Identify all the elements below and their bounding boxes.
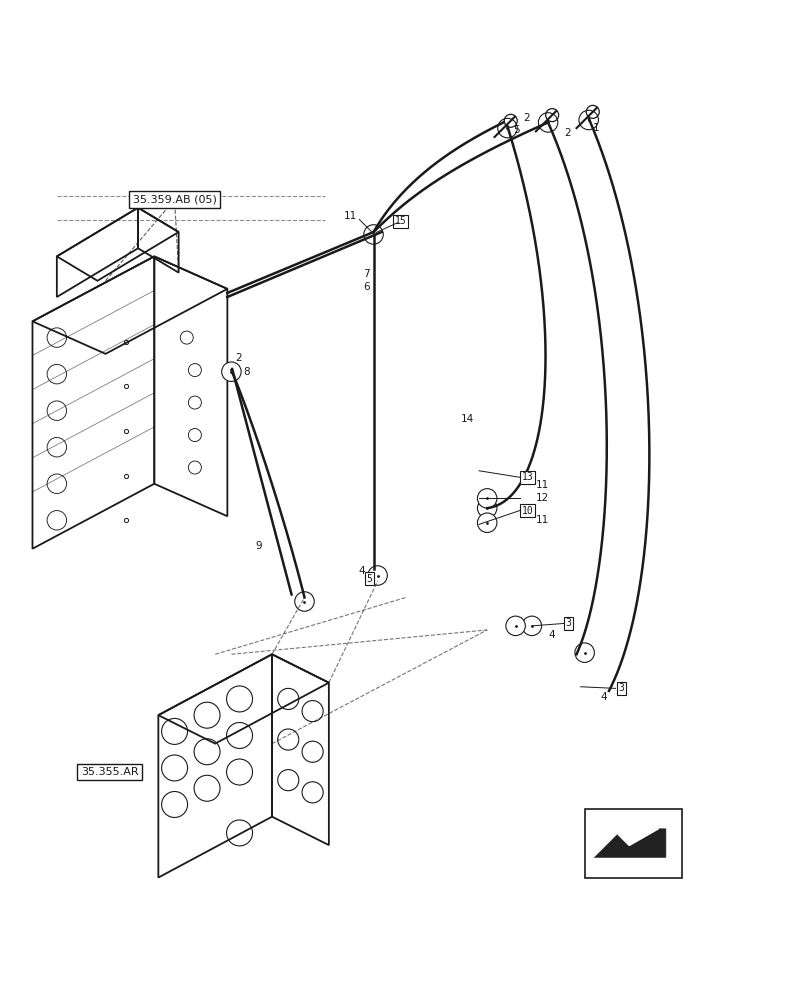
Polygon shape: [592, 829, 665, 857]
Text: 3: 3: [564, 618, 571, 628]
Text: 2: 2: [523, 113, 530, 123]
Text: 4: 4: [600, 692, 607, 702]
Text: 6: 6: [363, 282, 369, 292]
Circle shape: [477, 489, 496, 508]
Text: 11: 11: [344, 211, 357, 221]
Circle shape: [497, 118, 517, 138]
Text: 3: 3: [617, 683, 624, 693]
Circle shape: [367, 566, 387, 585]
Text: 35.355.AR: 35.355.AR: [81, 767, 138, 777]
Circle shape: [521, 616, 541, 636]
Text: 7: 7: [363, 269, 369, 279]
Circle shape: [477, 498, 496, 518]
Circle shape: [294, 592, 314, 611]
Text: 4: 4: [547, 630, 554, 640]
Text: 14: 14: [461, 414, 474, 424]
Text: 8: 8: [243, 367, 250, 377]
Circle shape: [505, 616, 525, 636]
Circle shape: [574, 643, 594, 662]
Text: 12: 12: [535, 493, 548, 503]
Circle shape: [221, 362, 241, 381]
Circle shape: [477, 513, 496, 532]
Text: 1: 1: [592, 123, 599, 133]
FancyBboxPatch shape: [584, 809, 681, 878]
Text: 13: 13: [521, 472, 533, 482]
Text: 15: 15: [394, 216, 406, 226]
Text: 10: 10: [521, 506, 533, 516]
Text: 2: 2: [564, 128, 570, 138]
Circle shape: [538, 113, 557, 132]
Text: 5: 5: [513, 125, 519, 135]
Text: 4: 4: [358, 566, 365, 576]
Circle shape: [363, 225, 383, 244]
Text: 9: 9: [255, 541, 262, 551]
Text: 5: 5: [366, 574, 372, 584]
Text: 11: 11: [535, 480, 548, 490]
Text: 2: 2: [235, 353, 242, 363]
Text: 35.359.AB (05): 35.359.AB (05): [132, 195, 217, 205]
Text: 11: 11: [535, 515, 548, 525]
Circle shape: [578, 110, 598, 130]
